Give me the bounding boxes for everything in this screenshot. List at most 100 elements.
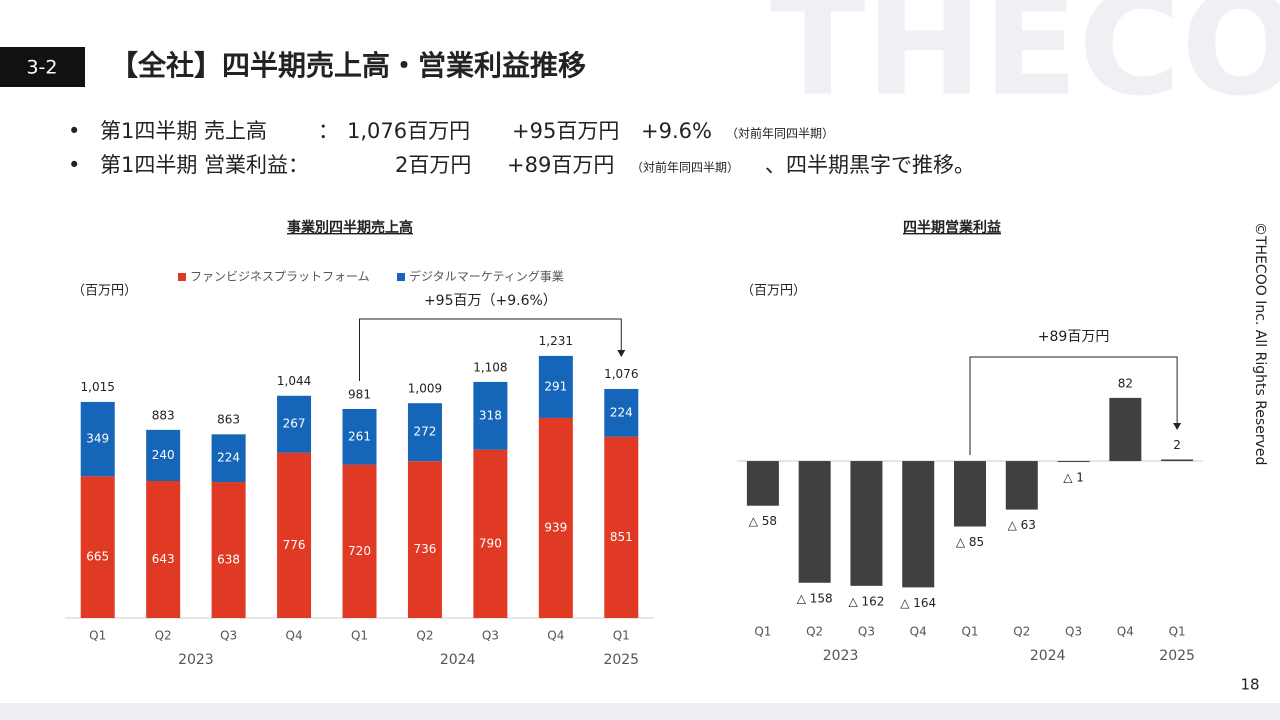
bar-segment xyxy=(407,461,442,618)
x-tick-label: Q2 xyxy=(806,625,823,639)
bar-segment xyxy=(604,436,639,618)
segment-label: 261 xyxy=(348,429,371,443)
bar xyxy=(746,461,779,506)
x-tick-label: Q3 xyxy=(220,629,237,643)
annotation: +95百万（+9.6%） xyxy=(424,293,557,309)
segment-label: 291 xyxy=(544,379,567,393)
total-label: 1,231 xyxy=(539,334,573,348)
x-tick-label: Q1 xyxy=(1169,625,1186,639)
annotation-bracket xyxy=(969,356,1178,455)
total-label: 863 xyxy=(217,413,240,427)
segment-label: 318 xyxy=(479,408,502,422)
segment-label: 272 xyxy=(413,425,436,439)
bullet-text: 第1四半期 営業利益： xyxy=(100,153,309,177)
bullet-text: 、四半期黒字で推移。 xyxy=(765,153,975,177)
bar-segment xyxy=(342,464,377,618)
bullet-dot: • xyxy=(68,119,80,143)
segment-label: 240 xyxy=(152,448,175,462)
bar-segment xyxy=(604,388,639,437)
bullet-text: 第1四半期 売上高 xyxy=(100,119,267,143)
watermark: THECOO xyxy=(770,0,1280,128)
x-tick-label: Q1 xyxy=(961,625,978,639)
segment-label: 790 xyxy=(479,536,502,550)
bar-segment xyxy=(277,452,312,618)
bullet-note: （対前年同四半期） xyxy=(631,160,739,175)
year-label: 2025 xyxy=(1159,648,1195,664)
unit-label: （百万円） xyxy=(72,284,137,299)
bar-segment xyxy=(473,449,508,618)
value-label: △ 63 xyxy=(1008,518,1036,532)
bar-segment xyxy=(80,401,115,477)
bullet-text: +9.6% xyxy=(641,119,712,143)
bar xyxy=(1057,461,1090,463)
bar-segment xyxy=(146,429,181,481)
bullet-dot: • xyxy=(68,153,80,177)
total-label: 1,108 xyxy=(473,360,507,374)
section-box xyxy=(0,47,85,87)
total-label: 883 xyxy=(152,408,175,422)
value-label: 82 xyxy=(1118,376,1133,390)
chart-title: 四半期営業利益 xyxy=(903,219,1001,236)
total-label: 981 xyxy=(348,387,371,401)
value-label: △ 158 xyxy=(797,591,833,605)
bullet-text: +89百万円 xyxy=(507,153,614,177)
bar-segment xyxy=(473,381,508,450)
total-label: 1,076 xyxy=(604,367,638,381)
legend-swatch xyxy=(178,273,186,281)
value-label: △ 1 xyxy=(1063,470,1084,484)
year-label: 2024 xyxy=(440,652,476,668)
segment-label: 638 xyxy=(217,553,240,567)
year-label: 2023 xyxy=(178,652,214,668)
annotation-bracket xyxy=(359,318,622,381)
x-tick-label: Q4 xyxy=(910,625,927,639)
segment-label: 720 xyxy=(348,544,371,558)
segment-label: 224 xyxy=(610,405,633,419)
total-label: 1,015 xyxy=(81,380,115,394)
total-label: 1,044 xyxy=(277,374,311,388)
bullet-text: 1,076百万円 xyxy=(347,119,470,143)
bullet-text: 2百万円 xyxy=(395,153,471,177)
x-tick-label: Q3 xyxy=(482,629,499,643)
copyright: ©THECOO Inc. All Rights Reserved xyxy=(1252,222,1268,465)
x-tick-label: Q3 xyxy=(858,625,875,639)
page-number: 18 xyxy=(1240,676,1259,694)
total-label: 1,009 xyxy=(408,382,442,396)
bullet-text: +95百万円 xyxy=(512,119,619,143)
segment-label: 665 xyxy=(86,550,109,564)
bar-segment xyxy=(277,395,312,453)
x-tick-label: Q2 xyxy=(155,629,172,643)
segment-label: 643 xyxy=(152,552,175,566)
year-label: 2025 xyxy=(603,652,639,668)
value-label: △ 164 xyxy=(900,596,936,610)
chart-title: 事業別四半期売上高 xyxy=(287,219,413,236)
x-tick-label: Q4 xyxy=(286,629,303,643)
segment-label: 267 xyxy=(283,417,306,431)
bar-segment xyxy=(538,417,573,618)
bar-segment xyxy=(342,408,377,465)
bar xyxy=(1005,461,1038,510)
bar xyxy=(902,461,935,588)
annotation: +89百万円 xyxy=(1038,329,1110,345)
legend-swatch xyxy=(397,273,405,281)
footer-band xyxy=(0,703,1280,720)
section-number: 3-2 xyxy=(26,57,57,79)
value-label: 2 xyxy=(1173,438,1181,452)
legend-label: ファンビジネスプラットフォーム xyxy=(190,270,370,284)
bar xyxy=(1109,397,1142,462)
bar xyxy=(850,461,883,586)
bar xyxy=(954,461,986,527)
value-label: △ 58 xyxy=(749,514,777,528)
segment-label: 224 xyxy=(217,451,240,465)
slide-title: 【全社】四半期売上高・営業利益推移 xyxy=(110,49,586,82)
annotation-arrow xyxy=(1173,423,1182,430)
x-tick-label: Q2 xyxy=(1013,625,1030,639)
bar-segment xyxy=(407,403,442,462)
segment-label: 349 xyxy=(86,432,109,446)
bar-segment xyxy=(211,434,246,483)
x-tick-label: Q1 xyxy=(89,629,106,643)
value-label: △ 85 xyxy=(956,535,984,549)
unit-label: （百万円） xyxy=(741,284,806,299)
segment-label: 776 xyxy=(283,538,306,552)
year-label: 2024 xyxy=(1030,648,1066,664)
